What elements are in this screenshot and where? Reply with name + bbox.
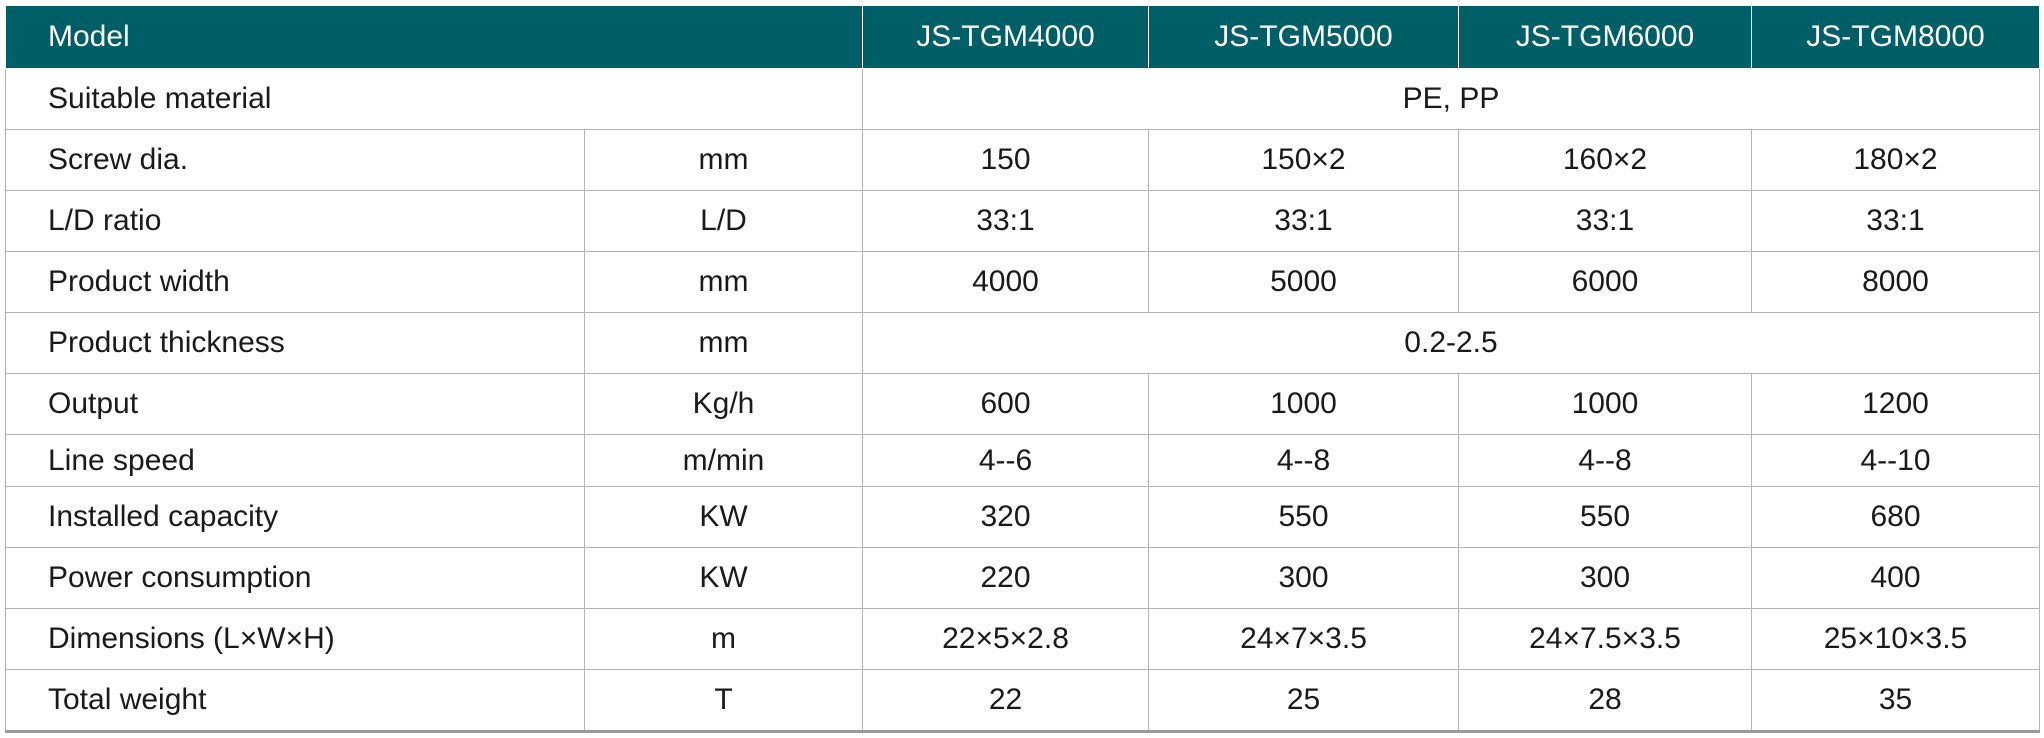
value-cell: 4--10 <box>1751 434 2040 487</box>
row-label: Installed capacity <box>5 486 585 548</box>
header-row: Model JS-TGM4000 JS-TGM5000 JS-TGM6000 JS-TG… <box>5 5 2040 69</box>
table-body: Suitable material PE, PP Screw dia. mm 150 15… <box>5 68 2040 733</box>
value-cell: 25×10×3.5 <box>1751 608 2040 670</box>
value-cell: 160×2 <box>1458 129 1752 191</box>
unit-cell: mm <box>584 251 863 313</box>
value-cell: 24×7.5×3.5 <box>1458 608 1752 670</box>
value-cell: 150 <box>862 129 1149 191</box>
row-label: Screw dia. <box>5 129 585 191</box>
value-cell: 35 <box>1751 669 2040 733</box>
unit-cell: T <box>584 669 863 733</box>
value-cell: 1000 <box>1458 373 1752 435</box>
unit-cell: m <box>584 608 863 670</box>
value-cell: 150×2 <box>1148 129 1459 191</box>
unit-cell: L/D <box>584 190 863 252</box>
value-cell: 600 <box>862 373 1149 435</box>
value-cell: 8000 <box>1751 251 2040 313</box>
value-cell: 220 <box>862 547 1149 609</box>
table-row: Screw dia. mm 150 150×2 160×2 180×2 <box>5 129 2040 191</box>
value-cell: 22×5×2.8 <box>862 608 1149 670</box>
value-cell: 1000 <box>1148 373 1459 435</box>
value-cell: PE, PP <box>862 68 2040 130</box>
table-row: Suitable material PE, PP <box>5 68 2040 130</box>
header-cell: JS-TGM5000 <box>1148 5 1459 69</box>
value-cell: 300 <box>1458 547 1752 609</box>
unit-cell: m/min <box>584 434 863 487</box>
header-cell: JS-TGM6000 <box>1458 5 1752 69</box>
value-cell: 180×2 <box>1751 129 2040 191</box>
value-cell: 4--8 <box>1458 434 1752 487</box>
table-row: Dimensions (L×W×H) m 22×5×2.8 24×7×3.5 24×7.… <box>5 608 2040 670</box>
row-label: Line speed <box>5 434 585 487</box>
value-cell: 33:1 <box>1751 190 2040 252</box>
table-row: Installed capacity KW 320 550 550 680 <box>5 486 2040 548</box>
table-row: Product width mm 4000 5000 6000 8000 <box>5 251 2040 313</box>
row-label: Product thickness <box>5 312 585 374</box>
value-cell: 4000 <box>862 251 1149 313</box>
table-row: Output Kg/h 600 1000 1000 1200 <box>5 373 2040 435</box>
value-cell: 33:1 <box>862 190 1149 252</box>
value-cell: 24×7×3.5 <box>1148 608 1459 670</box>
table-header: Model JS-TGM4000 JS-TGM5000 JS-TGM6000 JS-TG… <box>5 5 2040 69</box>
unit-cell: mm <box>584 129 863 191</box>
table-row: L/D ratio L/D 33:1 33:1 33:1 33:1 <box>5 190 2040 252</box>
value-cell: 680 <box>1751 486 2040 548</box>
table-row: Product thickness mm 0.2-2.5 <box>5 312 2040 374</box>
value-cell: 4--6 <box>862 434 1149 487</box>
value-cell: 22 <box>862 669 1149 733</box>
value-cell: 300 <box>1148 547 1459 609</box>
row-label: Power consumption <box>5 547 585 609</box>
value-cell: 28 <box>1458 669 1752 733</box>
value-cell: 33:1 <box>1458 190 1752 252</box>
value-cell: 5000 <box>1148 251 1459 313</box>
value-cell: 4--8 <box>1148 434 1459 487</box>
value-cell: 25 <box>1148 669 1459 733</box>
value-cell: 400 <box>1751 547 2040 609</box>
unit-cell: KW <box>584 486 863 548</box>
header-cell: JS-TGM8000 <box>1751 5 2040 69</box>
unit-cell: Kg/h <box>584 373 863 435</box>
unit-cell: mm <box>584 312 863 374</box>
value-cell: 33:1 <box>1148 190 1459 252</box>
table-row: Power consumption KW 220 300 300 400 <box>5 547 2040 609</box>
row-label: Output <box>5 373 585 435</box>
row-label: Product width <box>5 251 585 313</box>
value-cell: 550 <box>1148 486 1459 548</box>
value-cell: 6000 <box>1458 251 1752 313</box>
spec-table: Model JS-TGM4000 JS-TGM5000 JS-TGM6000 JS-TG… <box>5 5 2040 733</box>
row-label: Suitable material <box>5 68 863 130</box>
value-cell: 0.2-2.5 <box>862 312 2040 374</box>
row-label: L/D ratio <box>5 190 585 252</box>
value-cell: 550 <box>1458 486 1752 548</box>
unit-cell: KW <box>584 547 863 609</box>
table-row: Total weight T 22 25 28 35 <box>5 669 2040 733</box>
row-label: Dimensions (L×W×H) <box>5 608 585 670</box>
row-label: Total weight <box>5 669 585 733</box>
header-cell: JS-TGM4000 <box>862 5 1149 69</box>
table-row: Line speed m/min 4--6 4--8 4--8 4--10 <box>5 434 2040 487</box>
header-cell: Model <box>5 5 863 69</box>
value-cell: 320 <box>862 486 1149 548</box>
value-cell: 1200 <box>1751 373 2040 435</box>
